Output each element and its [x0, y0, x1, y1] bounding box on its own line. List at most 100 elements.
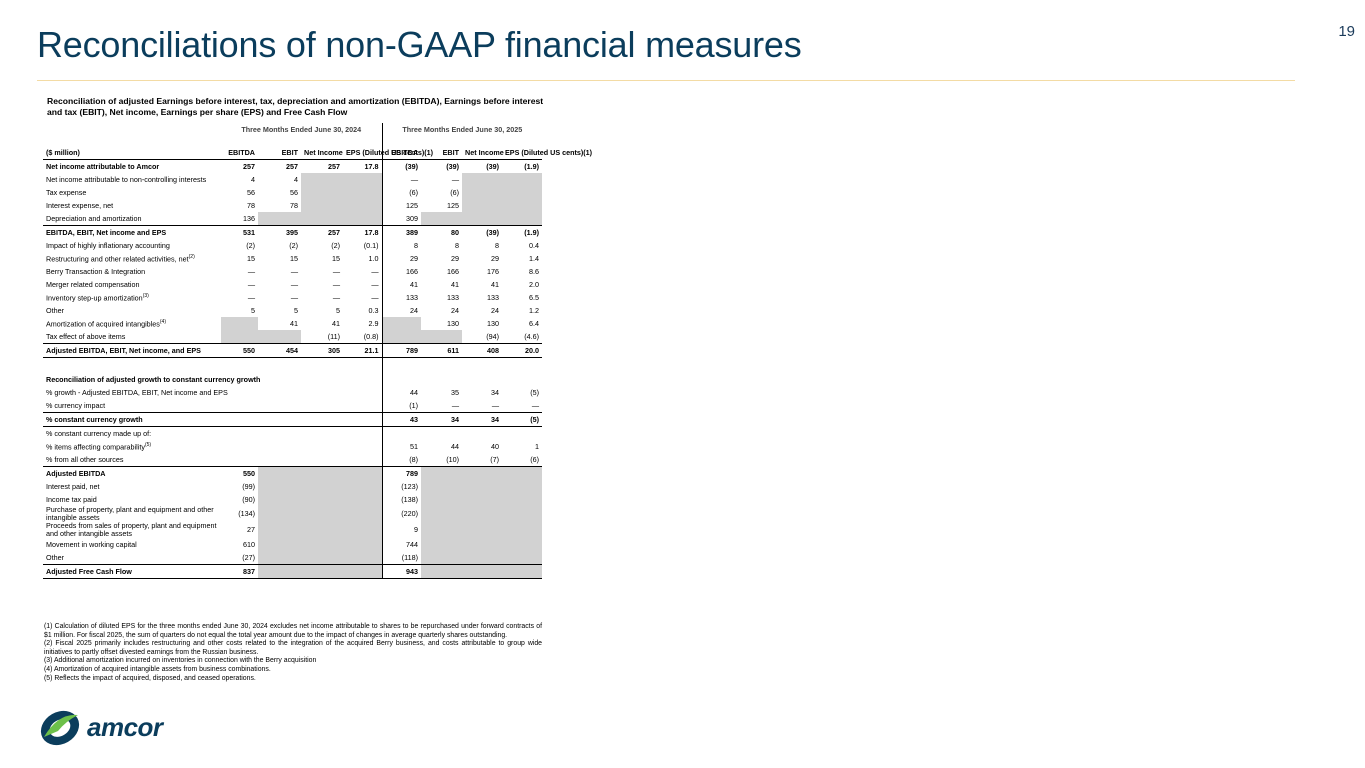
table-cell	[381, 330, 422, 344]
table-cell	[462, 173, 503, 186]
table-row: Adjusted EBITDA, EBIT, Net income, and E…	[43, 343, 543, 358]
table-cell	[301, 173, 343, 186]
table-cell	[301, 199, 343, 212]
table-row: Merger related compensation — — — —41 41 41 2.0	[43, 278, 542, 291]
period-2024: Three Months Ended June 30, 2024	[241, 125, 362, 134]
footnote-5: (5) Reflects the impact of acquired, dis…	[44, 674, 256, 682]
table-cell: (5)	[530, 387, 540, 397]
title-divider	[37, 80, 1295, 81]
table-cell: 24	[451, 305, 460, 315]
table-cell: 837	[221, 564, 258, 579]
table-row: Proceeds from sales of property, plant a…	[43, 522, 543, 538]
row-label-text: Amortization of acquired intangibles	[46, 319, 160, 329]
row-label: Income tax paid	[43, 493, 221, 506]
table-cell	[301, 212, 343, 226]
table-cell: 257	[301, 225, 343, 239]
table-cell: 34	[421, 412, 463, 427]
table-row: Depreciation and amortization 136 309	[43, 212, 543, 226]
table-cell	[258, 212, 301, 226]
table-cell: 9	[381, 522, 422, 538]
table-cell: 43	[381, 412, 422, 427]
table-row: Inventory step-up amortization(3) — — — —133…	[43, 291, 542, 304]
table-cell: —	[332, 292, 340, 302]
row-label: Adjusted EBITDA	[43, 466, 221, 480]
table-cell: (134)	[238, 509, 255, 518]
row-label-text: Impact of highly inflationary accounting	[46, 240, 170, 250]
row-label-text: % currency impact	[46, 400, 106, 410]
table-row: % items affecting comparability(5) 51 44 40…	[43, 440, 542, 453]
grey-cell	[421, 564, 543, 579]
table-cell: 5	[251, 305, 255, 315]
table-cell: 389	[381, 225, 422, 239]
table-cell: 78	[247, 200, 255, 210]
table-row: Other (27) (118)	[43, 551, 543, 565]
table-cell: 130	[487, 318, 500, 328]
table-cell	[343, 212, 383, 226]
period-2025: Three Months Ended June 30, 2025	[381, 123, 543, 134]
table-cell: 133	[381, 291, 422, 304]
table-cell: 305	[301, 343, 343, 358]
table-cell: 17.8	[343, 159, 383, 173]
table-cell: (0.8)	[363, 331, 379, 341]
table-cell: 29	[491, 253, 500, 263]
table-cell: (1)	[381, 399, 422, 413]
row-label-text: Interest paid, net	[46, 481, 100, 491]
table-cell: 133	[447, 292, 460, 302]
table-cell: 41	[332, 318, 340, 328]
table-cell: —	[332, 266, 340, 276]
footnote-4: (4) Amortization of acquired intangible …	[44, 665, 271, 673]
table-cell: 610	[243, 539, 255, 549]
row-label: Movement in working capital	[43, 538, 221, 551]
row-label: Depreciation and amortization	[43, 212, 221, 226]
table-cell: (7)	[490, 454, 500, 464]
table-row: % constant currency growth 43 34 34 (5)	[43, 412, 543, 427]
row-label: Tax expense	[43, 186, 221, 199]
row-label-text: Income tax paid	[46, 494, 97, 504]
table-cell: 40	[491, 441, 500, 451]
table-cell: 550	[221, 343, 258, 358]
table-row: Impact of highly inflationary accounting…	[43, 239, 542, 252]
row-label: Merger related compensation	[43, 278, 221, 291]
table-cell: 2.9	[368, 318, 379, 328]
row-label: Inventory step-up amortization(3)	[43, 291, 221, 304]
footnote-3: (3) Additional amortization incurred on …	[44, 657, 317, 665]
table-cell: 1.2	[529, 305, 540, 315]
table-cell	[421, 427, 462, 441]
table-row: Net income attributable to non-controlli…	[43, 173, 543, 186]
row-label-text: Tax effect of above items	[46, 331, 126, 341]
row-label: Net income attributable to non-controlli…	[43, 173, 221, 186]
table-cell	[462, 186, 503, 199]
logo-wordmark: amcor	[87, 712, 163, 742]
table-cell: (6)	[450, 187, 460, 197]
table-cell: 611	[421, 343, 463, 358]
table-cell: 29	[381, 252, 422, 265]
table-cell: 408	[462, 343, 503, 358]
table-cell: (39)	[462, 225, 503, 239]
row-label-text: Berry Transaction & Integration	[46, 266, 146, 276]
row-label: Berry Transaction & Integration	[43, 265, 221, 278]
row-label: Restructuring and other related activiti…	[43, 252, 221, 265]
table-cell	[381, 317, 422, 330]
blank-cell	[43, 123, 221, 134]
row-label-text: % constant currency made up of:	[46, 428, 152, 438]
table-cell: (2)	[246, 240, 255, 250]
amcor-logo: amcor	[38, 707, 168, 749]
table-cell: (11)	[327, 331, 340, 341]
grey-cell	[258, 506, 383, 522]
table-row: EBITDA, EBIT, Net income and EPS 531 395 25…	[43, 225, 543, 239]
table-cell: 21.1	[343, 343, 383, 358]
row-label-text: Net income attributable to non-controlli…	[46, 174, 207, 184]
table-row: Movement in working capital 610 744	[43, 538, 543, 551]
table-row: % growth - Adjusted EBITDA, EBIT, Net in…	[43, 386, 542, 399]
table-cell: 17.8	[343, 225, 383, 239]
row-label-text: Adjusted EBITDA, EBIT, Net income, and E…	[46, 345, 201, 355]
row-label: Proceeds from sales of property, plant a…	[43, 522, 221, 538]
row-label-text: % growth - Adjusted EBITDA, EBIT, Net in…	[46, 387, 228, 397]
table-cell: 1	[535, 441, 540, 451]
table-row: % constant currency made up of:	[43, 426, 542, 441]
row-label: % constant currency made up of:	[43, 427, 382, 441]
table-cell: (8)	[381, 453, 422, 467]
row-label-text: Depreciation and amortization	[46, 213, 142, 223]
table-cell: 395	[258, 225, 301, 239]
table-cell	[381, 426, 422, 440]
